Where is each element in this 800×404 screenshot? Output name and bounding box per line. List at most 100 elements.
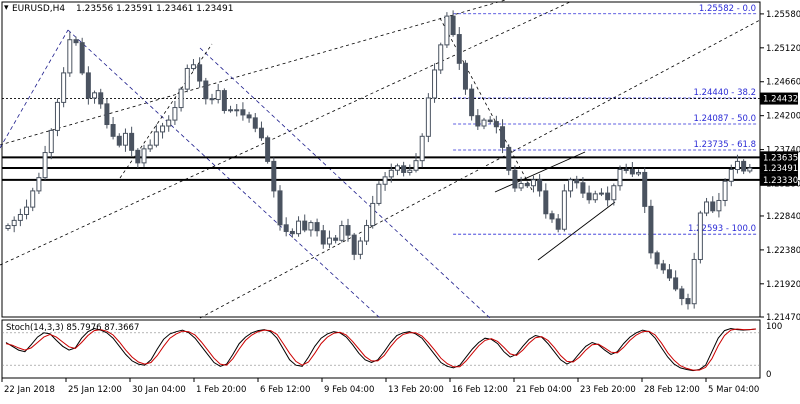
candle-body[interactable] — [605, 192, 611, 201]
candle-body[interactable] — [54, 101, 60, 131]
candle-body[interactable] — [42, 152, 48, 179]
candle-body[interactable] — [580, 182, 586, 194]
candle-body[interactable] — [530, 179, 536, 187]
candle-body[interactable] — [265, 137, 271, 162]
candle-body[interactable] — [561, 190, 567, 230]
candle-body[interactable] — [283, 224, 289, 232]
candle-body[interactable] — [209, 98, 215, 101]
candle-body[interactable] — [228, 109, 234, 112]
candle-body[interactable] — [382, 176, 388, 185]
candle-body[interactable] — [469, 88, 475, 117]
candle-body[interactable] — [17, 213, 23, 221]
candle-body[interactable] — [67, 39, 73, 74]
candle-body[interactable] — [388, 169, 394, 178]
candle-body[interactable] — [419, 135, 425, 162]
candle-body[interactable] — [747, 167, 753, 172]
candle-body[interactable] — [258, 127, 264, 139]
candle-body[interactable] — [710, 201, 716, 212]
candle-body[interactable] — [716, 199, 722, 212]
candle-body[interactable] — [666, 269, 672, 279]
candle-body[interactable] — [302, 220, 308, 231]
candle-body[interactable] — [512, 169, 518, 189]
candle-body[interactable] — [438, 44, 444, 71]
candle-body[interactable] — [190, 64, 196, 69]
candle-body[interactable] — [135, 149, 141, 164]
candle-body[interactable] — [36, 177, 42, 192]
candle-body[interactable] — [394, 165, 400, 171]
candle-body[interactable] — [370, 202, 376, 227]
candle-body[interactable] — [166, 119, 172, 127]
candle-body[interactable] — [172, 107, 178, 121]
candle-body[interactable] — [153, 131, 159, 146]
candle-body[interactable] — [401, 165, 407, 173]
candle-body[interactable] — [246, 114, 252, 119]
candle-body[interactable] — [203, 80, 209, 100]
candle-body[interactable] — [252, 117, 258, 129]
candle-body[interactable] — [568, 179, 574, 192]
candle-body[interactable] — [685, 298, 691, 305]
candle-body[interactable] — [481, 119, 487, 127]
candle-body[interactable] — [326, 237, 332, 245]
candle-body[interactable] — [345, 225, 351, 236]
candle-body[interactable] — [617, 169, 623, 187]
candle-body[interactable] — [611, 185, 617, 201]
candle-body[interactable] — [407, 169, 413, 173]
candle-body[interactable] — [425, 97, 431, 137]
candle-body[interactable] — [444, 15, 450, 46]
candle-body[interactable] — [456, 34, 462, 64]
candle-body[interactable] — [722, 180, 728, 201]
candle-body[interactable] — [184, 67, 190, 90]
candle-body[interactable] — [586, 192, 592, 201]
candle-body[interactable] — [30, 190, 36, 208]
candle-body[interactable] — [11, 219, 17, 227]
candle-body[interactable] — [339, 225, 345, 241]
dropdown-triangle-icon[interactable]: ▾ — [4, 3, 9, 13]
candle-body[interactable] — [110, 124, 116, 137]
candle-body[interactable] — [357, 240, 363, 255]
candle-body[interactable] — [122, 132, 128, 146]
candle-body[interactable] — [215, 90, 221, 100]
candle-body[interactable] — [178, 88, 184, 109]
candle-body[interactable] — [592, 193, 598, 201]
candle-body[interactable] — [654, 252, 660, 265]
candle-body[interactable] — [648, 205, 654, 254]
candle-body[interactable] — [271, 160, 277, 192]
candle-body[interactable] — [197, 64, 203, 82]
candle-body[interactable] — [555, 218, 561, 230]
candle-body[interactable] — [518, 183, 524, 189]
candle-body[interactable] — [629, 169, 635, 175]
candle-body[interactable] — [636, 171, 642, 175]
candle-body[interactable] — [549, 213, 555, 220]
candle-body[interactable] — [704, 201, 710, 214]
candle-body[interactable] — [500, 126, 506, 148]
candle-body[interactable] — [104, 103, 110, 126]
candle-body[interactable] — [728, 169, 734, 182]
candle-body[interactable] — [660, 263, 666, 271]
candle-body[interactable] — [697, 212, 703, 260]
candle-body[interactable] — [116, 135, 122, 146]
candle-body[interactable] — [543, 190, 549, 215]
candle-body[interactable] — [642, 171, 648, 207]
candle-body[interactable] — [320, 230, 326, 245]
candle-body[interactable] — [487, 119, 493, 123]
candle-body[interactable] — [679, 288, 685, 300]
candle-body[interactable] — [574, 179, 580, 184]
candle-body[interactable] — [92, 92, 98, 99]
candle-body[interactable] — [289, 230, 295, 235]
candle-body[interactable] — [24, 206, 30, 215]
candle-body[interactable] — [308, 222, 314, 231]
candle-body[interactable] — [673, 277, 679, 290]
candle-body[interactable] — [160, 125, 166, 133]
candle-body[interactable] — [623, 169, 629, 172]
candle-body[interactable] — [98, 92, 104, 105]
candle-body[interactable] — [741, 160, 747, 172]
candle-body[interactable] — [475, 115, 481, 127]
candle-body[interactable] — [314, 222, 320, 232]
candle-body[interactable] — [462, 62, 468, 90]
candle-body[interactable] — [537, 179, 543, 192]
candle-body[interactable] — [333, 237, 339, 241]
candle-body[interactable] — [413, 160, 419, 171]
candle-body[interactable] — [234, 109, 240, 112]
